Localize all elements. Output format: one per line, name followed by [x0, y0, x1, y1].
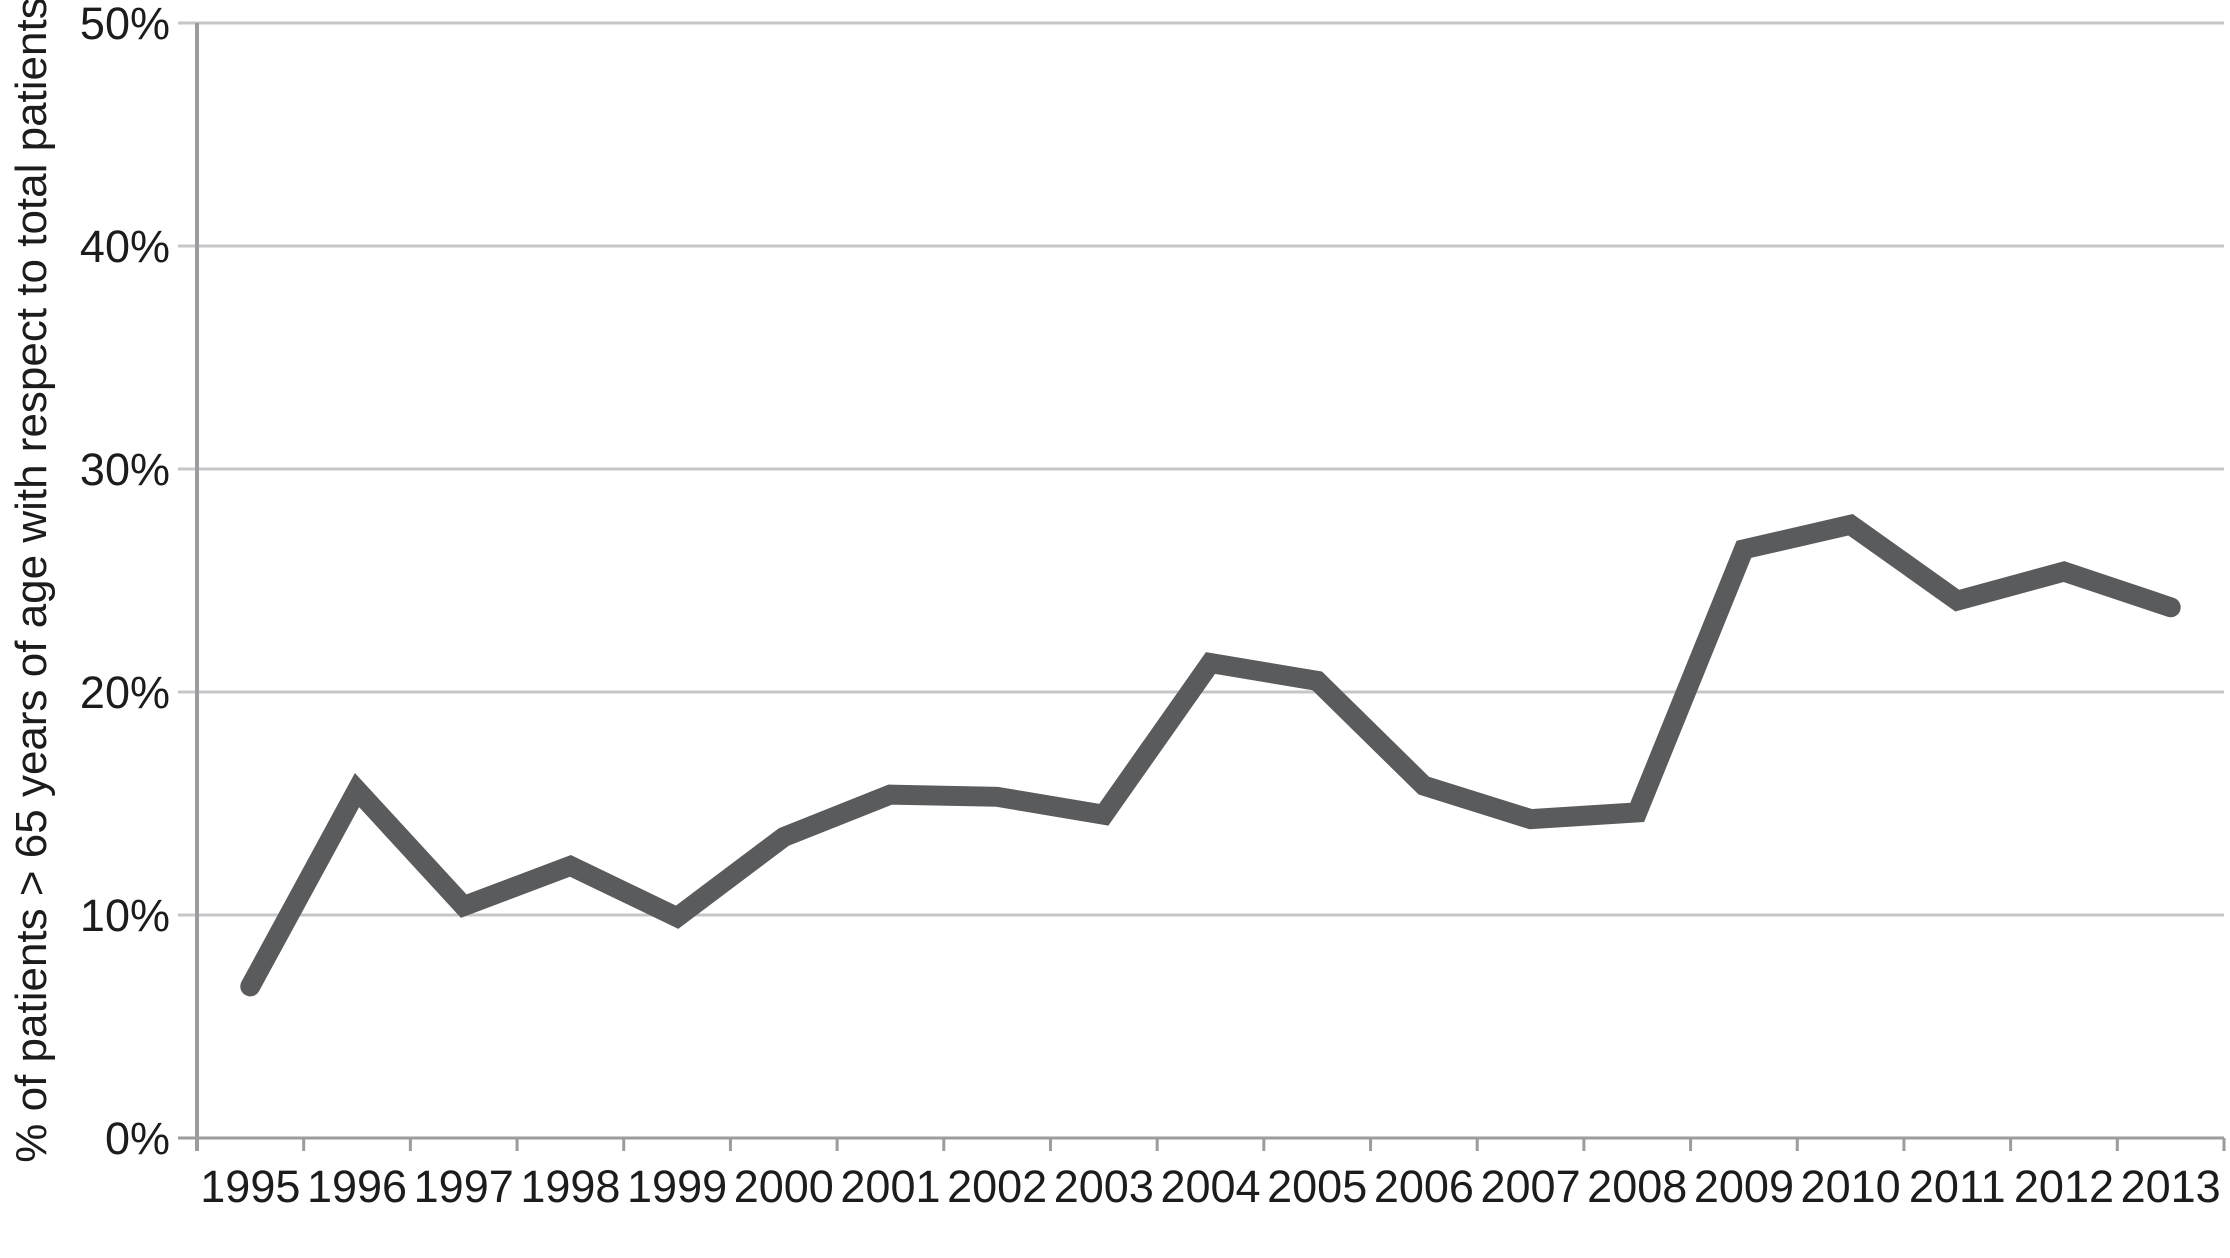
x-tick-label: 2003 — [1054, 1161, 1154, 1212]
y-axis-title: % of patients > 65 years of age with res… — [7, 0, 56, 1163]
x-tick-label: 1995 — [200, 1161, 300, 1212]
data-line — [240, 514, 2181, 997]
y-tick-label: 40% — [80, 221, 170, 272]
x-tick-label: 1997 — [414, 1161, 514, 1212]
x-tick-label: 1998 — [520, 1161, 620, 1212]
x-tick-label: 2012 — [2014, 1161, 2114, 1212]
y-tick-label: 0% — [105, 1113, 170, 1164]
x-tick-label: 2002 — [947, 1161, 1047, 1212]
y-tick-label: 20% — [80, 667, 170, 718]
data-series-group — [240, 514, 2181, 997]
x-tick-label: 2001 — [840, 1161, 940, 1212]
x-tick-label: 1999 — [627, 1161, 727, 1212]
y-tick-label: 50% — [80, 0, 170, 49]
x-tick-label: 2005 — [1267, 1161, 1367, 1212]
x-tick-label: 1996 — [307, 1161, 407, 1212]
axis-labels-group: 0%10%20%30%40%50%1995 1996 1997 1998 1999 200… — [80, 0, 2221, 1212]
x-tick-label: 2010 — [1801, 1161, 1901, 1212]
y-tick-label: 10% — [80, 890, 170, 941]
x-tick-label: 2008 — [1587, 1161, 1687, 1212]
axes-group — [195, 23, 2226, 1151]
y-tick-label: 30% — [80, 444, 170, 495]
x-tick-label: 2013 — [2121, 1161, 2221, 1212]
x-tick-label: 2007 — [1480, 1161, 1580, 1212]
x-tick-label: 2000 — [734, 1161, 834, 1212]
x-tick-label: 2011 — [1909, 1161, 2006, 1212]
x-tick-label: 2006 — [1374, 1161, 1474, 1212]
x-tick-label: 2004 — [1160, 1161, 1260, 1212]
x-tick-label: 2009 — [1694, 1161, 1794, 1212]
